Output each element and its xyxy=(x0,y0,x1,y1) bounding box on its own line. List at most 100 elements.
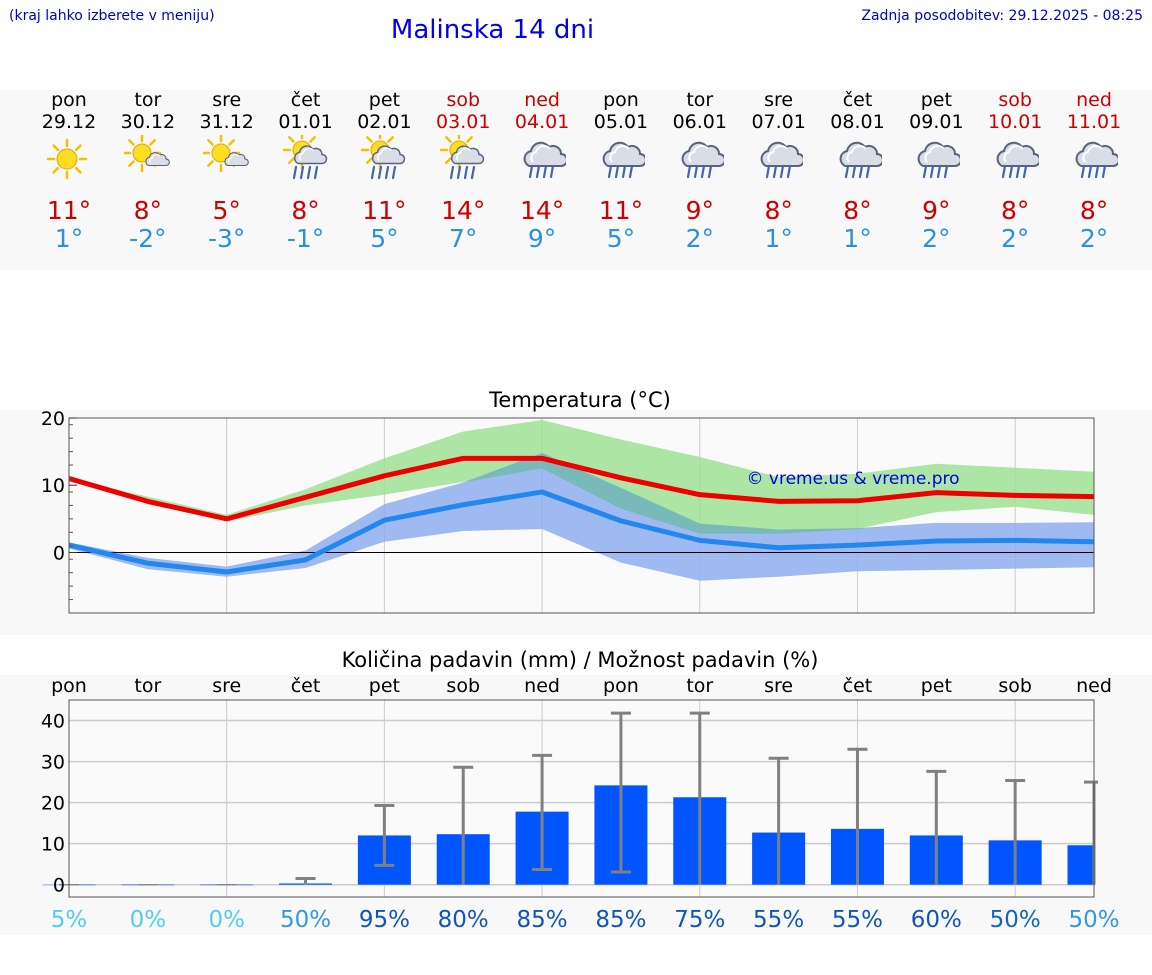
min-temperature: 2° xyxy=(922,224,951,253)
precip-probability: 85% xyxy=(517,907,568,933)
day-label: ned xyxy=(1076,675,1112,697)
min-temperature: 5° xyxy=(606,224,636,253)
day-date: 31.12 xyxy=(199,111,254,133)
location-hint: (kraj lahko izberete v meniju) xyxy=(9,8,215,24)
day-date: 30.12 xyxy=(120,111,176,133)
precip-error-bar xyxy=(1005,778,1026,885)
forecast-day: tor 30.12 8° -2° xyxy=(106,89,190,259)
precip-probability: 0% xyxy=(130,907,167,933)
min-temp-line xyxy=(68,489,1095,575)
day-date: 07.01 xyxy=(751,111,806,133)
precip-error-bar xyxy=(532,753,553,872)
day-name: ned xyxy=(1076,89,1112,111)
precip-chart-title: Količina padavin (mm) / Možnost padavin … xyxy=(341,648,819,672)
day-date: 06.01 xyxy=(672,111,727,133)
cloud-rain-icon xyxy=(991,135,1042,183)
forecast-day: sre 07.01 8° 1° xyxy=(737,89,821,259)
max-temperature: 14° xyxy=(519,196,565,225)
y-tick-label: 0 xyxy=(53,542,65,564)
day-label: ned xyxy=(524,675,560,697)
max-temperature: 5° xyxy=(212,196,241,225)
day-name: pon xyxy=(603,89,639,111)
day-name: sre xyxy=(212,89,242,111)
day-name: pet xyxy=(368,89,400,111)
y-tick-label: 0 xyxy=(53,875,65,897)
day-name: ned xyxy=(524,89,560,111)
y-tick-label: 20 xyxy=(41,408,65,430)
forecast-days: pon 29.12 11° 1° tor 30.12 8° -2° sre 31.12 5° -3° č… xyxy=(0,89,1152,269)
precip-probability: 0% xyxy=(208,907,245,933)
max-temperature: 8° xyxy=(1000,196,1030,225)
max-temperature: 8° xyxy=(133,196,163,225)
min-temperature: -2° xyxy=(129,224,167,253)
cloud-rain-icon xyxy=(755,135,805,183)
y-tick-label: 10 xyxy=(41,834,65,856)
min-temperature: 1° xyxy=(764,224,793,253)
day-name: pon xyxy=(51,89,87,111)
day-label: pet xyxy=(369,675,400,697)
cloud-rain-icon xyxy=(518,135,569,183)
precip-probability: 50% xyxy=(1068,907,1119,933)
min-temperature: 2° xyxy=(1079,224,1109,253)
precip-error-bar xyxy=(768,756,789,885)
precip-error-bar xyxy=(926,769,947,885)
min-temperature: 1° xyxy=(843,224,872,253)
cloud-rain-icon xyxy=(834,135,884,183)
precip-probability: 50% xyxy=(280,907,331,933)
day-name: sob xyxy=(998,89,1032,111)
plot-frame xyxy=(68,417,1095,614)
day-date: 08.01 xyxy=(830,111,885,133)
day-label: pon xyxy=(51,675,87,697)
precip-error-bar xyxy=(689,711,710,885)
max-temp-line xyxy=(68,455,1095,522)
sun-cloud-icon xyxy=(201,133,251,183)
precipitation-chart: pon tor sre čet pet sob ned pon tor sre čet pet sob n… xyxy=(41,675,1120,933)
temperature-chart: 20 10 0 © vreme.us & vreme.pro xyxy=(41,408,1095,614)
y-tick-label: 10 xyxy=(41,475,65,497)
day-label: sob xyxy=(446,675,480,697)
precip-probability: 80% xyxy=(438,907,489,933)
day-date: 01.01 xyxy=(278,111,333,133)
day-date: 11.01 xyxy=(1066,111,1122,133)
day-name: sre xyxy=(764,89,794,111)
precip-error-bar xyxy=(374,803,395,867)
precip-error-bar xyxy=(295,877,316,885)
forecast-day: čet 08.01 8° 1° xyxy=(816,89,900,259)
sun-cloud-rain-icon xyxy=(282,130,330,183)
forecast-day: pon 05.01 11° 5° xyxy=(579,89,663,259)
precip-probability: 60% xyxy=(911,907,962,933)
min-temperature: 5° xyxy=(370,224,399,253)
day-name: tor xyxy=(134,89,162,111)
day-date: 29.12 xyxy=(41,111,97,133)
y-tick-label: 30 xyxy=(41,752,65,774)
forecast-day: sob 10.01 8° 2° xyxy=(973,89,1057,259)
max-temperature: 9° xyxy=(922,196,951,225)
cloud-rain-icon xyxy=(597,135,647,183)
cloud-rain-icon xyxy=(912,135,963,183)
sun-cloud-icon xyxy=(122,133,172,183)
precip-error-bar xyxy=(453,765,474,885)
temp-chart-title: Temperatura (°C) xyxy=(489,388,671,412)
day-label: čet xyxy=(843,675,873,697)
precip-probability: 95% xyxy=(359,907,410,933)
precip-probability: 5% xyxy=(51,907,88,933)
precip-error-bar xyxy=(847,747,868,885)
day-label: tor xyxy=(134,675,161,697)
forecast-day: ned 04.01 14° 9° xyxy=(500,89,584,259)
page-title: Malinska 14 dni xyxy=(390,15,595,45)
day-name: sob xyxy=(446,89,481,111)
day-date: 05.01 xyxy=(593,111,649,133)
sun-cloud-rain-icon xyxy=(439,130,487,183)
day-name: tor xyxy=(686,89,714,111)
day-date: 09.01 xyxy=(909,111,964,133)
max-temperature: 11° xyxy=(46,196,92,225)
precip-probability: 55% xyxy=(753,907,804,933)
cloud-rain-icon xyxy=(676,135,726,183)
max-temperature: 8° xyxy=(764,196,793,225)
forecast-day: sob 03.01 14° 7° xyxy=(421,89,505,259)
cloud-rain-icon xyxy=(1070,135,1121,183)
min-temperature: -1° xyxy=(286,224,325,253)
day-label: čet xyxy=(291,675,321,697)
forecast-day: tor 06.01 9° 2° xyxy=(658,89,742,259)
precip-probability: 55% xyxy=(832,907,883,933)
